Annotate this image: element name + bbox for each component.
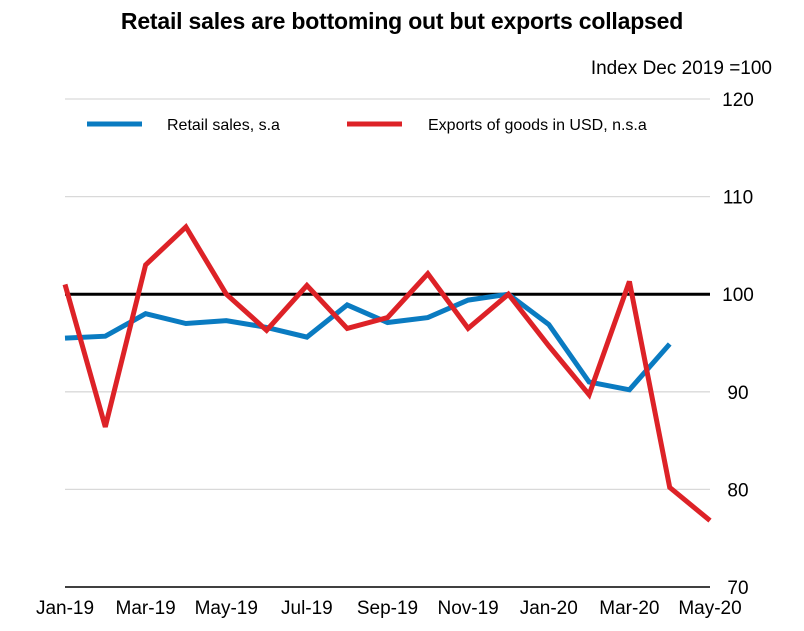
y-tick-label: 80 bbox=[727, 480, 748, 501]
y-tick-label: 110 bbox=[723, 188, 753, 209]
x-axis-ticks: Jan-19 Mar-19 May-19 Jul-19 Sep-19 Nov-19 Jan-… bbox=[36, 598, 742, 619]
series-line-exports bbox=[62, 222, 712, 523]
x-tick-label: Jul-19 bbox=[281, 598, 333, 619]
legend-label: Retail sales, s.a bbox=[167, 117, 280, 134]
series-lines bbox=[62, 222, 712, 523]
y-axis-ticks: 70 80 90 100 110 120 bbox=[722, 90, 754, 599]
x-tick-label: Jan-20 bbox=[520, 598, 578, 619]
x-tick-label: May-19 bbox=[195, 598, 258, 619]
x-tick-label: Jan-19 bbox=[36, 598, 94, 619]
y-tick-label: 90 bbox=[727, 383, 748, 404]
chart-title: Retail sales are bottoming out but expor… bbox=[120, 8, 684, 34]
x-tick-label: Mar-19 bbox=[116, 598, 176, 619]
legend: Retail sales, s.a Exports of goods in USD… bbox=[87, 117, 647, 134]
x-tick-label: Mar-20 bbox=[599, 598, 659, 619]
series-line-retail-sales bbox=[64, 291, 672, 393]
y-tick-label: 70 bbox=[727, 578, 748, 599]
y-tick-label: 100 bbox=[722, 285, 754, 306]
gridlines bbox=[65, 98, 710, 588]
y-tick-label: 120 bbox=[722, 90, 754, 111]
x-tick-label: Nov-19 bbox=[438, 598, 499, 619]
x-tick-label: Sep-19 bbox=[357, 598, 418, 619]
x-tick-label: May-20 bbox=[678, 598, 741, 619]
unit-label: Index Dec 2019 =100 bbox=[590, 58, 772, 79]
legend-label: Exports of goods in USD, n.s.a bbox=[428, 117, 647, 134]
